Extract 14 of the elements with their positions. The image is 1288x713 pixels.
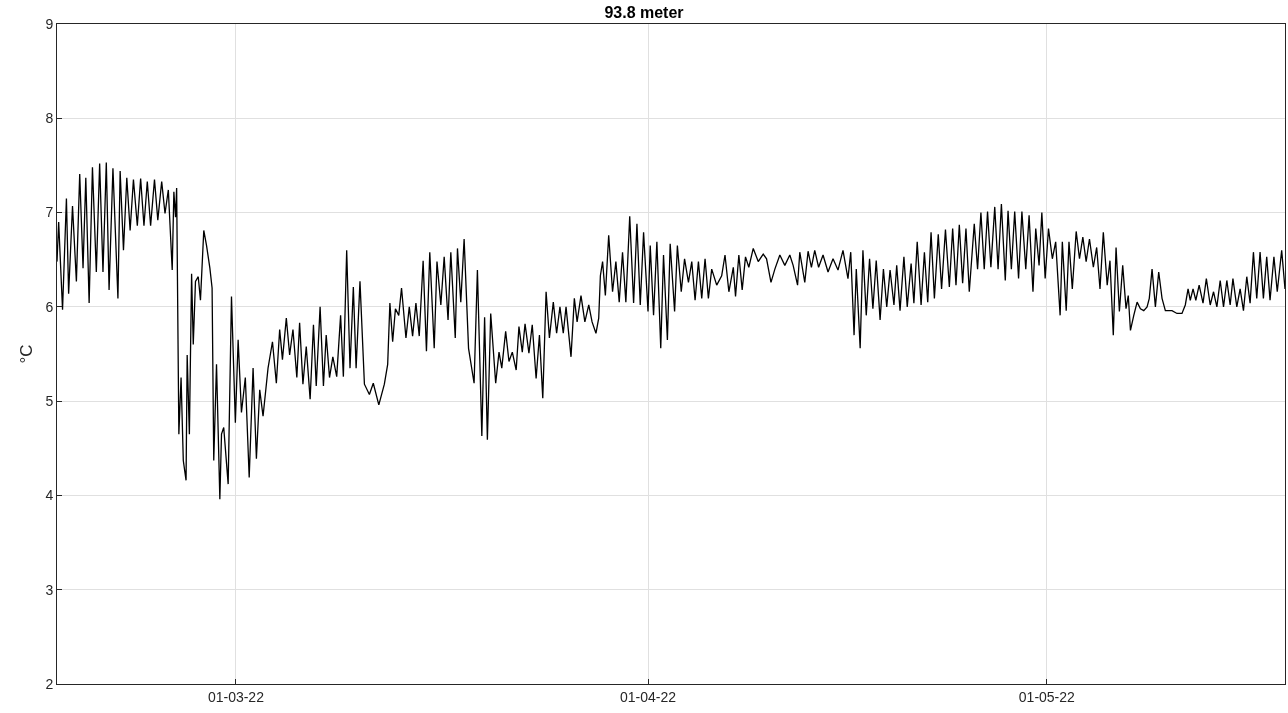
- chart-title: 93.8 meter: [604, 4, 684, 22]
- y-tick-label: 4: [45, 487, 54, 504]
- x-tick-label: 01-04-22: [619, 688, 677, 705]
- x-tick-label: 01-03-22: [207, 688, 265, 705]
- x-tick-label: 01-05-22: [1018, 688, 1076, 705]
- y-tick-label: 3: [45, 581, 54, 598]
- y-tick-label: 6: [45, 298, 54, 315]
- line-series: [57, 161, 1285, 500]
- y-axis-title: °C: [16, 344, 36, 364]
- y-tick-label: 8: [45, 110, 54, 127]
- y-tick-label: 5: [45, 393, 54, 410]
- y-tick-label: 7: [45, 204, 54, 221]
- y-tick-label: 2: [45, 675, 54, 692]
- y-tick-label: 9: [45, 15, 54, 32]
